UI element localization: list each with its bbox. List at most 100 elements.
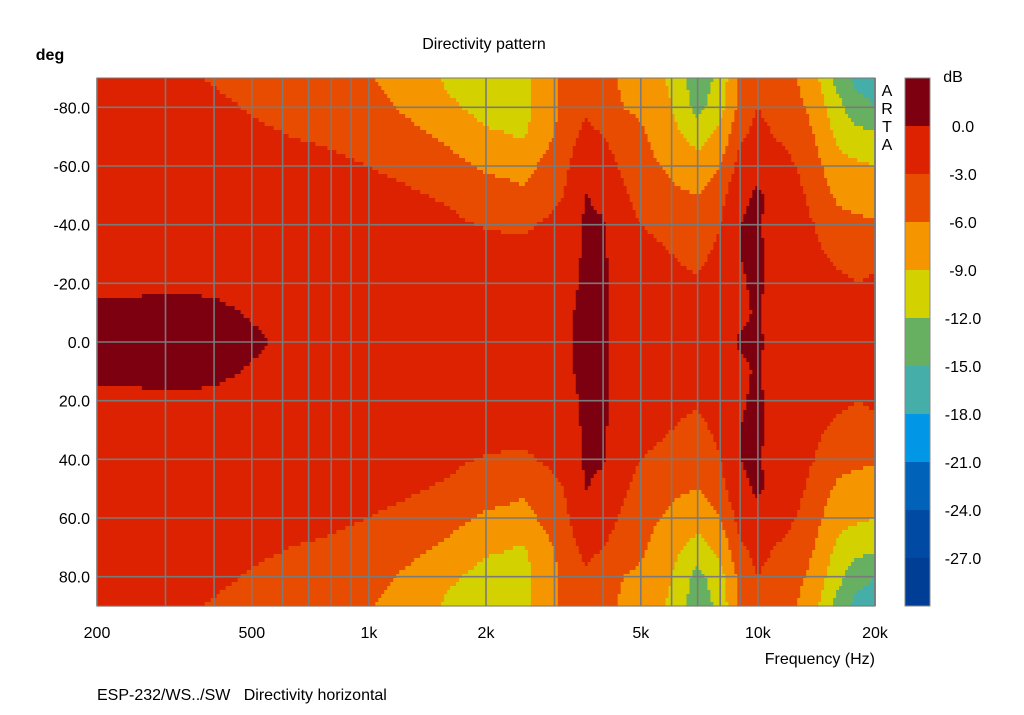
heat-cell [557, 90, 622, 95]
heat-cell [97, 134, 290, 139]
heat-cell [650, 146, 697, 151]
heat-cell [827, 426, 876, 431]
heat-cell [97, 298, 221, 303]
heat-cell [701, 190, 729, 195]
heat-cell [566, 170, 622, 175]
heat-cell [689, 582, 709, 587]
heat-cell [734, 162, 795, 167]
heat-cell [674, 254, 709, 259]
heat-cell [854, 558, 876, 563]
heat-cell [869, 162, 876, 167]
heat-cell [686, 414, 703, 419]
heat-cell [722, 154, 738, 159]
heat-cell [530, 566, 559, 571]
heat-cell [527, 550, 556, 555]
heat-cell [737, 90, 801, 95]
heat-cell [686, 266, 703, 271]
heat-cell [725, 598, 738, 603]
heat-cell [566, 502, 625, 507]
heat-cell [593, 474, 634, 479]
heat-cell [620, 586, 670, 591]
heat-cell [378, 510, 484, 515]
heat-cell [731, 174, 801, 179]
heat-cell [578, 402, 610, 407]
heat-cell [734, 570, 756, 575]
heat-cell [557, 578, 625, 583]
heat-cell [393, 102, 460, 107]
heat-cell [710, 250, 741, 255]
heat-cell [821, 82, 834, 87]
colorbar: 0.0 -3.0 -6.0 -9.0 -12.0 -15.0 -18.0 -21.0 -24.0… [904, 77, 981, 607]
heat-cell [542, 462, 583, 467]
heat-cell [782, 538, 816, 543]
heat-cell [548, 146, 574, 151]
heat-cell [617, 594, 670, 599]
heat-cell [764, 286, 876, 291]
heat-cell [572, 326, 610, 331]
heat-cell [743, 462, 762, 467]
heat-cell [471, 518, 538, 523]
heat-cell [713, 434, 741, 439]
heat-cell [770, 130, 813, 135]
heat-cell [396, 178, 511, 183]
heat-cell [836, 86, 855, 91]
heat-cell [737, 154, 792, 159]
heat-cell [503, 130, 529, 135]
heat-cell [97, 502, 397, 507]
heat-cell [617, 82, 667, 87]
heat-cell [749, 294, 762, 299]
heat-cell [686, 78, 715, 83]
heat-cell [620, 98, 673, 103]
heat-cell [512, 546, 526, 551]
heat-cell [97, 450, 502, 455]
heat-cell [231, 98, 391, 103]
heat-cell [527, 502, 568, 507]
heat-cell [608, 338, 738, 343]
heat-cell [836, 142, 876, 147]
heat-cell [608, 390, 750, 395]
heat-cell [800, 182, 828, 187]
heat-cell [851, 602, 876, 607]
heat-cell [450, 474, 556, 479]
colorbar-band [905, 318, 930, 367]
heat-cell [608, 330, 741, 335]
heat-cell [477, 166, 538, 171]
heat-cell [761, 366, 876, 371]
heat-cell [689, 190, 703, 195]
heat-cell [743, 354, 762, 359]
heat-cell [713, 130, 732, 135]
heat-cell [824, 510, 876, 515]
heat-cell [719, 162, 735, 167]
heat-cell [830, 126, 864, 131]
heat-cell [524, 182, 568, 187]
heat-cell [665, 434, 715, 439]
heat-cell [97, 506, 388, 511]
heat-cell [797, 170, 825, 175]
heat-cell [818, 442, 876, 447]
heat-cell [809, 122, 831, 127]
heat-cell [97, 114, 254, 119]
heat-cell [533, 170, 568, 175]
heat-cell [97, 210, 457, 215]
heat-cell [557, 566, 637, 571]
heat-cell [749, 550, 771, 555]
heat-cell [97, 486, 430, 491]
heat-cell [797, 78, 819, 83]
heat-cell [821, 162, 870, 167]
heat-cell [740, 430, 765, 435]
heat-cell [614, 158, 658, 163]
heat-cell [749, 386, 762, 391]
heat-cell [554, 130, 580, 135]
heat-cell [584, 482, 592, 487]
heat-cell [851, 78, 876, 83]
heat-cell [581, 438, 607, 443]
heat-cell [572, 346, 610, 351]
heat-cell [444, 478, 559, 483]
heat-cell [809, 474, 843, 479]
heat-cell [725, 106, 738, 111]
heat-cell [716, 170, 735, 175]
watermark-letter: T [882, 119, 892, 136]
heat-cell [623, 498, 676, 503]
heat-cell [809, 214, 864, 219]
heat-cell [581, 122, 592, 127]
